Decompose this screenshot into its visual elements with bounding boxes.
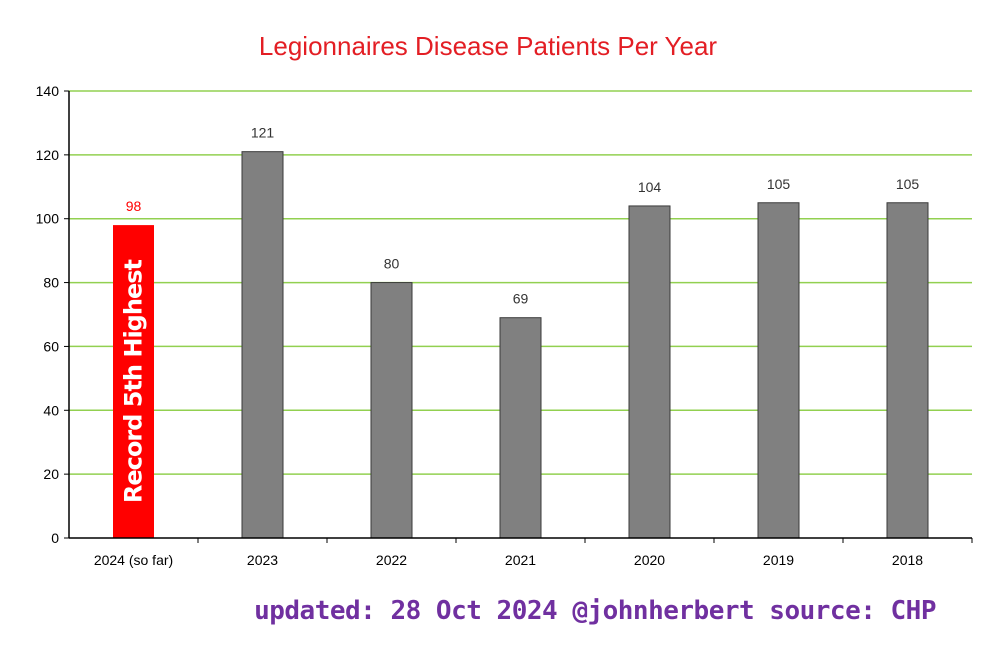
x-tick-label: 2023 bbox=[247, 552, 278, 568]
bar-annotation: Record 5th Highest bbox=[120, 259, 148, 503]
x-tick-label: 2018 bbox=[892, 552, 923, 568]
data-label: 121 bbox=[251, 125, 275, 141]
data-label: 105 bbox=[896, 176, 920, 192]
data-label: 104 bbox=[638, 179, 662, 195]
y-tick-label: 20 bbox=[43, 466, 59, 482]
data-label: 105 bbox=[767, 176, 791, 192]
y-axis-ticks: 0 20 40 60 80 100 120 140 bbox=[36, 83, 69, 546]
x-axis-ticks: 2024 (so far) 2023 2022 2021 2020 2019 2018 bbox=[94, 538, 973, 568]
y-tick-label: 0 bbox=[51, 530, 59, 546]
x-tick-label: 2019 bbox=[763, 552, 794, 568]
bar bbox=[499, 317, 542, 539]
bars bbox=[113, 151, 929, 539]
bar bbox=[628, 205, 671, 539]
chart-title: Legionnaires Disease Patients Per Year bbox=[259, 31, 718, 61]
y-tick-label: 100 bbox=[36, 211, 60, 227]
x-tick-label: 2021 bbox=[505, 552, 536, 568]
bar bbox=[757, 202, 800, 539]
x-tick-label: 2024 (so far) bbox=[94, 552, 173, 568]
bar bbox=[241, 151, 284, 539]
y-tick-label: 60 bbox=[43, 338, 59, 354]
x-tick-label: 2022 bbox=[376, 552, 407, 568]
bar-highlight bbox=[113, 225, 154, 538]
y-tick-label: 120 bbox=[36, 147, 60, 163]
y-tick-label: 140 bbox=[36, 83, 60, 99]
bar bbox=[370, 282, 413, 539]
y-tick-label: 80 bbox=[43, 275, 59, 291]
footer-credit: updated: 28 Oct 2024 @johnherbert source… bbox=[254, 596, 936, 626]
x-tick-label: 2020 bbox=[634, 552, 665, 568]
data-label: 98 bbox=[126, 198, 142, 214]
data-label: 69 bbox=[513, 291, 529, 307]
bar bbox=[886, 202, 929, 539]
y-tick-label: 40 bbox=[43, 402, 59, 418]
data-labels: 98 Record 5th Highest 121 80 69 104 105 105 bbox=[120, 125, 920, 503]
data-label: 80 bbox=[384, 256, 400, 272]
